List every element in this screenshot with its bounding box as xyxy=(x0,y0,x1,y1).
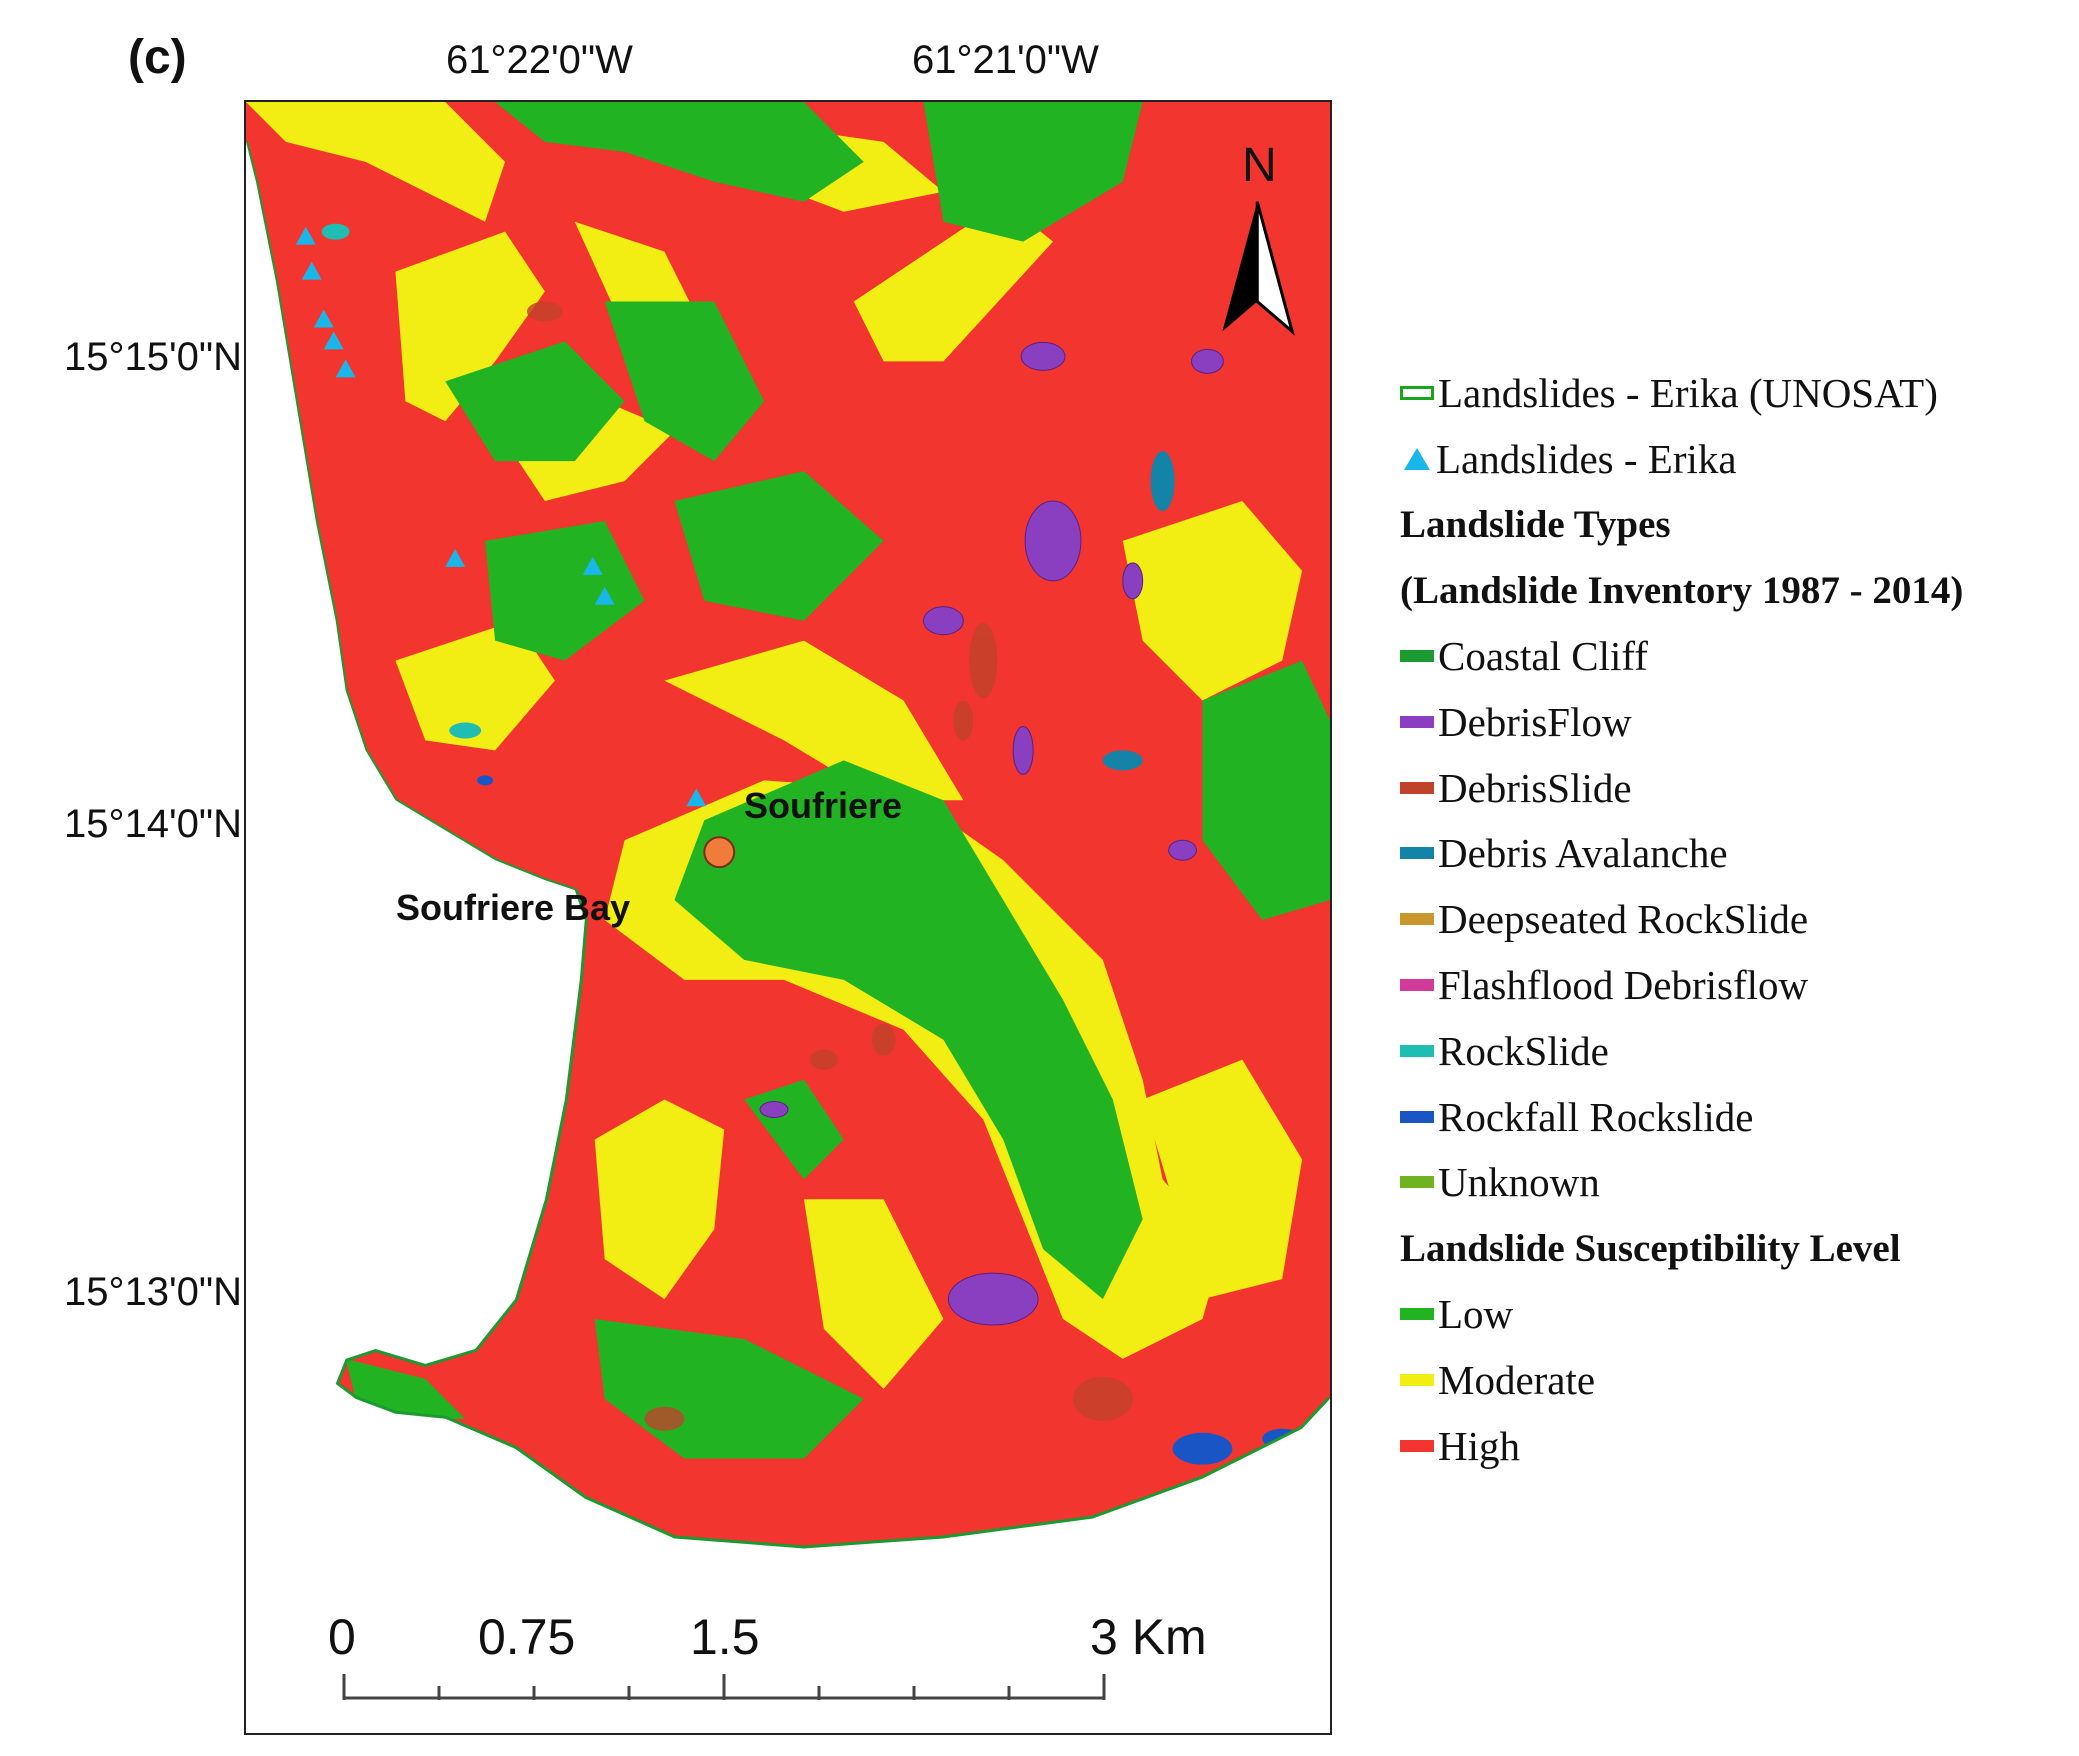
legend-label: Landslides - Erika (UNOSAT) xyxy=(1438,369,1938,416)
town-label: Soufriere xyxy=(744,785,903,826)
debris-slide-swatch-icon xyxy=(1400,781,1434,794)
legend-item-unosat: Landslides - Erika (UNOSAT) xyxy=(1400,360,2070,426)
legend-label: High xyxy=(1438,1422,1520,1469)
low-swatch-icon xyxy=(1400,1308,1434,1321)
debris-slide-polygons xyxy=(526,301,1133,1431)
debris-flow-polygons xyxy=(759,341,1224,1326)
debris-avalanche-swatch-icon xyxy=(1400,847,1434,860)
legend-heading-types: Landslide Types xyxy=(1400,502,1671,546)
legend-heading-inventory: (Landslide Inventory 1987 - 2014) xyxy=(1400,568,1964,612)
unknown-swatch-icon xyxy=(1400,1176,1434,1189)
rockfall-rockslide-swatch-icon xyxy=(1400,1110,1434,1123)
legend-item-debris-slide: DebrisSlide xyxy=(1400,755,2070,821)
deepseated-rockslide-swatch-icon xyxy=(1400,913,1434,926)
scale-bar xyxy=(342,1674,1106,1700)
legend-item-moderate: Moderate xyxy=(1400,1347,2070,1413)
scale-label-3km: 3 Km xyxy=(1090,1609,1207,1665)
coastal-cliff-swatch-icon xyxy=(1400,650,1434,663)
map-frame[interactable] xyxy=(244,100,1332,1735)
legend-item-rockslide: RockSlide xyxy=(1400,1018,2070,1084)
legend-item-debris-flow: DebrisFlow xyxy=(1400,689,2070,755)
panel-label: (c) xyxy=(128,31,187,84)
flashflood-debrisflow-swatch-icon xyxy=(1400,979,1434,992)
debris-flow-swatch-icon xyxy=(1400,715,1434,728)
legend-item-debris-avalanche: Debris Avalanche xyxy=(1400,821,2070,887)
moderate-swatch-icon xyxy=(1400,1373,1434,1386)
north-label: N xyxy=(1242,139,1277,192)
legend-item-low: Low xyxy=(1400,1281,2070,1347)
legend-item-rockfall-rockslide: Rockfall Rockslide xyxy=(1400,1084,2070,1150)
latitude-label-north: 15°15'0"N xyxy=(64,335,242,379)
susceptibility-map[interactable] xyxy=(246,102,1330,1733)
legend-label: Flashflood Debrisflow xyxy=(1438,962,1809,1009)
legend-item-unknown: Unknown xyxy=(1400,1150,2070,1216)
legend-label: Moderate xyxy=(1438,1356,1596,1403)
unosat-swatch-icon xyxy=(1400,385,1434,400)
legend-label: RockSlide xyxy=(1438,1027,1609,1074)
bay-label: Soufriere Bay xyxy=(396,887,631,928)
legend-item-flashflood-debrisflow: Flashflood Debrisflow xyxy=(1400,952,2070,1018)
legend-label: Deepseated RockSlide xyxy=(1438,896,1809,943)
longitude-label-east: 61°21'0"W xyxy=(912,38,1099,82)
latitude-label-south: 15°13'0"N xyxy=(64,1270,242,1314)
legend-item-high: High xyxy=(1400,1413,2070,1479)
rockslide-swatch-icon xyxy=(1400,1044,1434,1057)
legend-heading-susceptibility: Landslide Susceptibility Level xyxy=(1400,1226,1901,1270)
legend-label: Debris Avalanche xyxy=(1438,830,1728,877)
legend-label: Rockfall Rockslide xyxy=(1438,1093,1754,1140)
longitude-label-west: 61°22'0"W xyxy=(446,38,633,82)
north-arrow-icon xyxy=(1222,201,1295,336)
legend: Landslides - Erika (UNOSAT) Landslides -… xyxy=(1400,360,2070,1479)
legend-item-erika: Landslides - Erika xyxy=(1400,426,2070,492)
legend-label: Coastal Cliff xyxy=(1438,633,1648,680)
triangle-icon xyxy=(1404,447,1430,470)
scale-label-075: 0.75 xyxy=(478,1609,576,1665)
legend-label: Unknown xyxy=(1438,1159,1600,1206)
legend-item-coastal-cliff: Coastal Cliff xyxy=(1400,623,2070,689)
scale-label-0: 0 xyxy=(328,1609,356,1665)
legend-label: Low xyxy=(1438,1291,1514,1338)
legend-label: DebrisFlow xyxy=(1438,698,1632,745)
scale-label-15: 1.5 xyxy=(690,1609,760,1665)
town-marker-icon xyxy=(703,836,736,869)
sea-area xyxy=(246,141,1330,1733)
legend-item-deepseated-rockslide: Deepseated RockSlide xyxy=(1400,886,2070,952)
legend-label: DebrisSlide xyxy=(1438,764,1632,811)
legend-label: Landslides - Erika xyxy=(1436,435,1737,482)
latitude-label-middle: 15°14'0"N xyxy=(64,802,242,846)
erika-landslide-points xyxy=(295,226,707,807)
high-swatch-icon xyxy=(1400,1439,1434,1452)
